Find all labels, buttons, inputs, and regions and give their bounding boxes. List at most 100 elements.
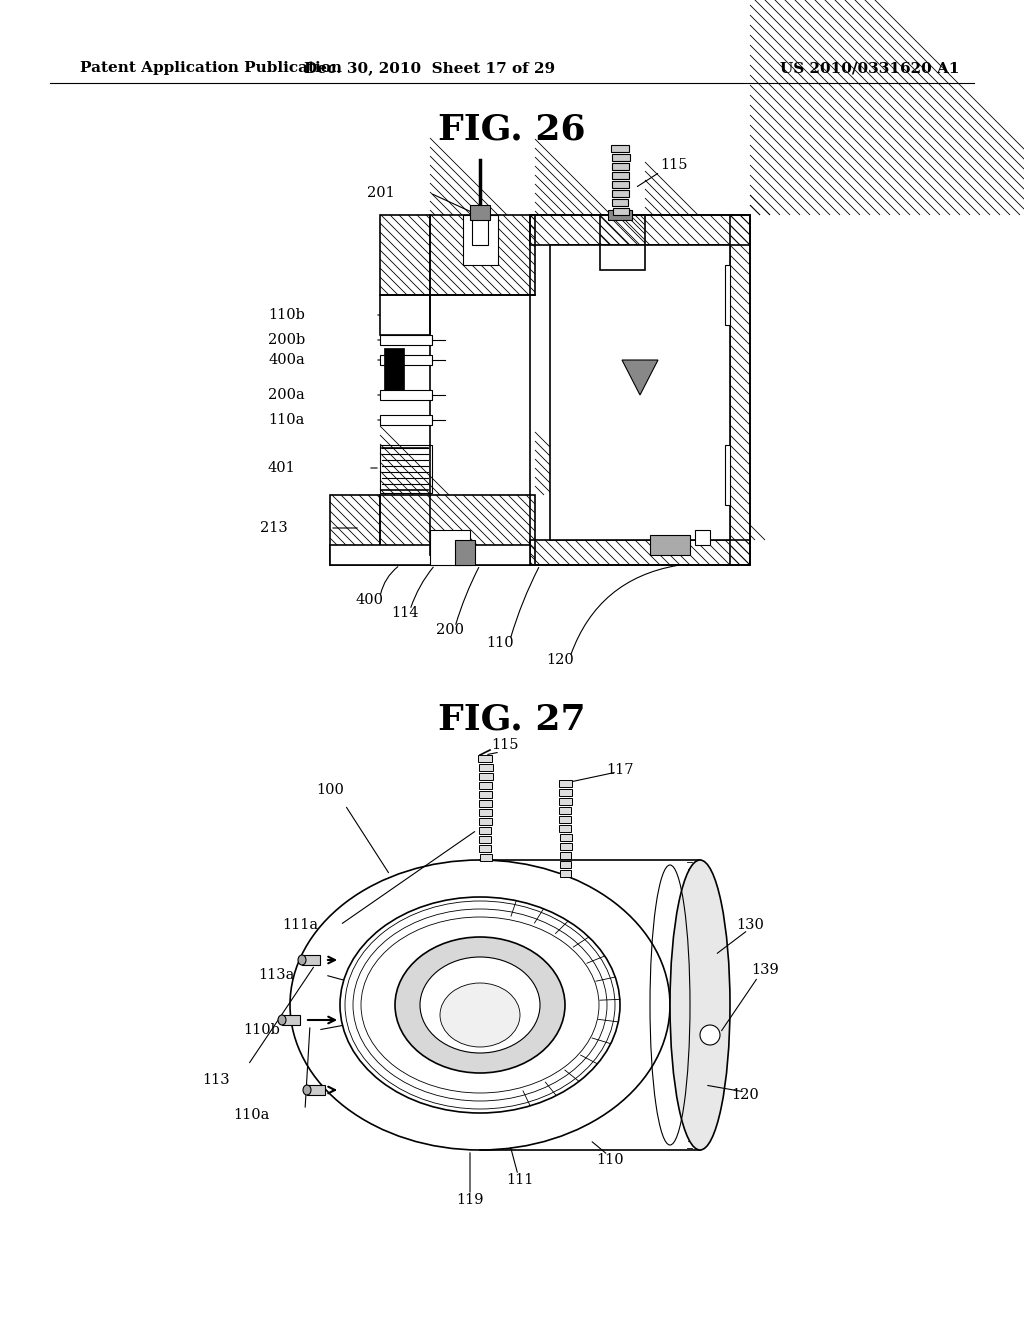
Bar <box>559 816 571 822</box>
Text: US 2010/0331620 A1: US 2010/0331620 A1 <box>780 61 961 75</box>
Text: 110b: 110b <box>268 308 305 322</box>
Bar <box>463 215 498 265</box>
Bar <box>612 172 629 180</box>
Bar <box>380 335 432 345</box>
Text: 401: 401 <box>267 461 295 475</box>
Text: 110: 110 <box>486 636 514 649</box>
Bar <box>330 545 530 565</box>
Text: 200: 200 <box>436 623 464 638</box>
Bar <box>559 799 571 805</box>
Bar <box>530 215 750 565</box>
Bar <box>330 495 380 565</box>
Bar <box>612 154 630 161</box>
Text: 119: 119 <box>457 1193 483 1206</box>
Bar <box>612 190 629 197</box>
Bar <box>470 205 490 220</box>
Ellipse shape <box>670 861 730 1150</box>
Text: 139: 139 <box>752 964 779 977</box>
Bar <box>384 348 404 389</box>
Bar <box>560 843 571 850</box>
Bar <box>307 1085 325 1096</box>
Bar <box>479 828 492 834</box>
Bar <box>530 540 750 565</box>
Text: 117: 117 <box>606 763 634 777</box>
Bar <box>730 215 750 565</box>
Ellipse shape <box>298 954 306 965</box>
Ellipse shape <box>278 1015 286 1026</box>
Bar <box>430 531 470 565</box>
Bar <box>430 215 535 294</box>
Bar <box>612 181 629 187</box>
Text: Dec. 30, 2010  Sheet 17 of 29: Dec. 30, 2010 Sheet 17 of 29 <box>304 61 556 75</box>
Text: 130: 130 <box>736 917 764 932</box>
Text: 213: 213 <box>260 521 288 535</box>
Bar <box>600 215 645 271</box>
Bar <box>560 834 571 841</box>
Text: 115: 115 <box>492 738 519 752</box>
Ellipse shape <box>395 937 565 1073</box>
Circle shape <box>700 1026 720 1045</box>
Bar <box>479 791 493 799</box>
Bar <box>380 495 535 565</box>
Ellipse shape <box>440 983 520 1047</box>
Bar <box>478 755 492 762</box>
Text: FIG. 27: FIG. 27 <box>438 704 586 737</box>
Bar <box>608 210 632 220</box>
Polygon shape <box>622 360 658 395</box>
Bar <box>479 818 492 825</box>
Text: 400a: 400a <box>268 352 305 367</box>
Bar <box>530 215 750 246</box>
Text: 110a: 110a <box>233 1107 270 1122</box>
Text: 111a: 111a <box>282 917 318 932</box>
Bar <box>380 215 430 294</box>
Bar <box>559 825 571 832</box>
Text: 113: 113 <box>203 1073 230 1086</box>
Bar <box>560 851 571 859</box>
Ellipse shape <box>340 898 620 1113</box>
Bar <box>380 215 430 294</box>
Text: 114: 114 <box>391 606 419 620</box>
Bar <box>695 531 710 545</box>
Bar <box>302 954 319 965</box>
Bar <box>611 145 629 152</box>
Bar <box>730 215 750 565</box>
Text: 110: 110 <box>596 1152 624 1167</box>
Bar <box>479 764 493 771</box>
Bar <box>559 807 571 814</box>
Ellipse shape <box>420 957 540 1053</box>
Bar <box>479 809 492 816</box>
Bar <box>455 540 475 565</box>
Bar <box>612 199 628 206</box>
Bar <box>530 540 750 565</box>
Bar <box>380 414 432 425</box>
Bar <box>479 800 492 807</box>
Bar <box>282 1015 300 1026</box>
Bar <box>479 781 493 789</box>
Text: 200b: 200b <box>267 333 305 347</box>
Text: 100: 100 <box>316 783 344 797</box>
Bar <box>430 215 535 294</box>
Text: FIG. 26: FIG. 26 <box>438 114 586 147</box>
Bar <box>559 780 572 787</box>
Text: 400: 400 <box>356 593 384 607</box>
Bar <box>559 789 571 796</box>
Bar <box>380 495 535 565</box>
Bar <box>480 854 492 861</box>
Bar <box>530 215 750 246</box>
Text: 115: 115 <box>660 158 687 172</box>
Ellipse shape <box>303 1085 311 1096</box>
Bar <box>725 445 730 506</box>
Text: 120: 120 <box>546 653 573 667</box>
Text: 200a: 200a <box>268 388 305 403</box>
Bar <box>550 246 730 540</box>
Bar <box>612 162 630 170</box>
Text: 113a: 113a <box>259 968 295 982</box>
Bar <box>560 861 571 869</box>
Bar <box>380 355 432 366</box>
Bar <box>380 389 432 400</box>
Text: 120: 120 <box>731 1088 759 1102</box>
Bar <box>479 774 493 780</box>
Bar <box>613 209 629 215</box>
Bar <box>600 215 645 271</box>
Bar <box>380 294 430 335</box>
